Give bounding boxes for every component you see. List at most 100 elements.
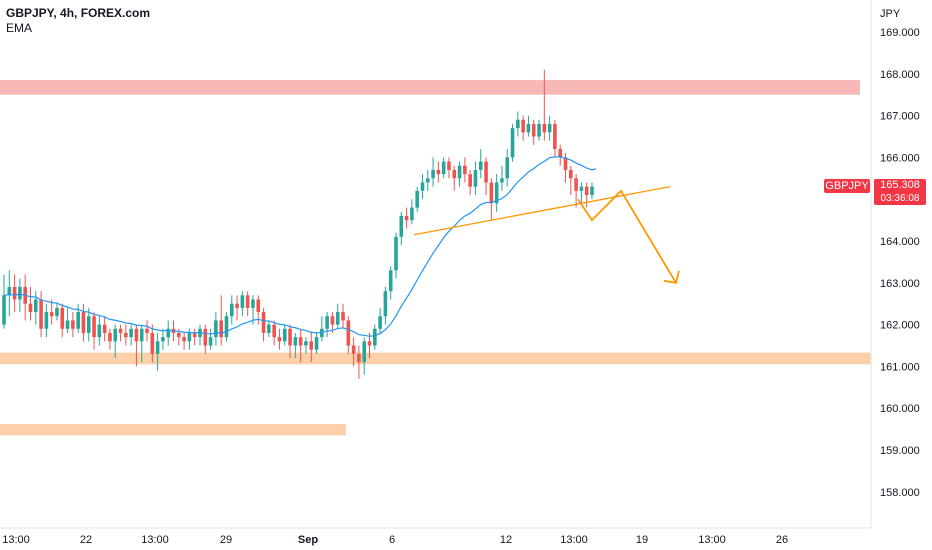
candle-body <box>161 337 165 342</box>
candle-body <box>208 337 213 346</box>
price-tick-label: 161.000 <box>880 361 920 373</box>
candle-body <box>563 157 568 170</box>
price-axis-unit: JPY <box>880 8 901 20</box>
candle-body <box>431 169 435 179</box>
candle-body <box>590 186 594 196</box>
candle-body <box>145 328 149 333</box>
projection-path <box>577 189 677 284</box>
candle-body <box>378 316 382 329</box>
price-tick-label: 166.000 <box>880 152 920 164</box>
price-tick-label: 162.000 <box>880 320 920 332</box>
candle-body <box>425 178 430 183</box>
candle-body <box>388 270 393 292</box>
price-tick-label: 167.000 <box>880 111 920 123</box>
candle-body <box>129 328 133 338</box>
candle-body <box>415 190 419 208</box>
candle-body <box>92 316 96 338</box>
candle-body <box>267 324 271 333</box>
candle-body <box>97 324 102 338</box>
time-tick-label: 22 <box>80 534 92 546</box>
candle-body <box>65 320 70 329</box>
candle-body <box>542 123 547 133</box>
candle-body <box>18 286 22 300</box>
candle-body <box>510 128 515 158</box>
candle-body <box>436 169 441 175</box>
candle-body <box>272 324 276 338</box>
candle-body <box>229 303 234 317</box>
time-tick-label: 13:00 <box>2 534 30 546</box>
candle-body <box>113 328 118 342</box>
time-tick-label: Sep <box>298 534 318 546</box>
candle-body <box>494 182 499 204</box>
projection-arrowhead <box>663 270 680 284</box>
candle-body <box>505 157 510 179</box>
candle-body <box>12 286 17 300</box>
candle-body <box>526 123 531 133</box>
candle-body <box>362 341 367 363</box>
candle-body <box>124 332 128 338</box>
candles-layer <box>2 69 594 379</box>
price-tick-label: 159.000 <box>880 445 920 457</box>
candle-body <box>341 312 345 321</box>
symbol-price-badge: GBPJPY <box>824 179 870 193</box>
candle-body <box>108 332 112 342</box>
candle-body <box>224 316 229 338</box>
candle-body <box>240 295 245 308</box>
candle-body <box>166 328 171 338</box>
symbol-title[interactable]: GBPJPY, 4h, FOREX.com <box>6 6 151 20</box>
candle-body <box>452 169 457 179</box>
candle-body <box>251 299 255 308</box>
ema-layer <box>3 156 597 337</box>
candle-body <box>277 337 282 342</box>
ema-line <box>3 156 597 337</box>
candle-body <box>521 119 525 133</box>
price-axis-ticks[interactable]: 169.000168.000167.000166.000165.000164.0… <box>880 27 920 499</box>
candle-body <box>399 215 404 237</box>
candle-body <box>203 328 208 346</box>
candle-body <box>579 186 584 191</box>
candle-body <box>150 332 155 354</box>
indicator-label[interactable]: EMA <box>6 21 33 35</box>
candle-body <box>420 182 425 191</box>
candle-body <box>335 312 340 325</box>
candle-body <box>118 328 123 333</box>
candle-body <box>187 332 192 342</box>
candle-body <box>569 169 573 179</box>
price-tick-label: 164.000 <box>880 236 920 248</box>
candle-body <box>325 316 329 329</box>
candle-body <box>537 123 541 137</box>
candle-body <box>155 341 160 354</box>
price-tick-label: 163.000 <box>880 278 920 290</box>
candle-body <box>404 215 409 221</box>
candle-body <box>500 178 504 183</box>
candle-body <box>134 328 139 342</box>
candle-body <box>410 207 414 221</box>
candle-body <box>298 337 303 346</box>
candle-body <box>182 337 186 342</box>
time-axis-ticks[interactable]: 13:00 22 13:00 29 Sep 6 12 13:00 19 13:00 26 <box>2 534 788 546</box>
candle-body <box>468 174 472 187</box>
candle-body <box>245 295 250 308</box>
candle-body <box>76 312 80 329</box>
last-price-badge: 165.308 03:36:08 <box>874 179 926 205</box>
time-tick-label: 13:00 <box>698 534 726 546</box>
candle-body <box>7 286 12 296</box>
candle-body <box>531 123 536 137</box>
candle-body <box>49 312 54 317</box>
candle-body <box>177 332 181 338</box>
trendline <box>413 186 671 236</box>
time-tick-label: 13:00 <box>560 534 588 546</box>
candle-body <box>288 328 292 346</box>
candle-body <box>33 299 38 313</box>
candle-body <box>330 316 335 325</box>
candle-body <box>584 186 589 196</box>
candle-body <box>373 328 377 346</box>
candle-body <box>357 353 361 363</box>
candle-body <box>447 161 451 170</box>
candle-body <box>516 119 520 129</box>
candle-body <box>261 312 266 333</box>
candle-body <box>473 169 478 187</box>
candle-body <box>81 312 86 333</box>
candle-body <box>139 328 144 342</box>
